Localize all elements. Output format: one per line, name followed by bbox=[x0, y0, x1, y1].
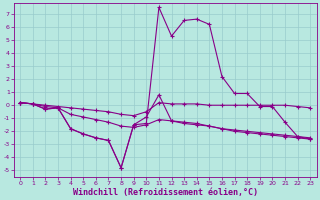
X-axis label: Windchill (Refroidissement éolien,°C): Windchill (Refroidissement éolien,°C) bbox=[73, 188, 258, 197]
